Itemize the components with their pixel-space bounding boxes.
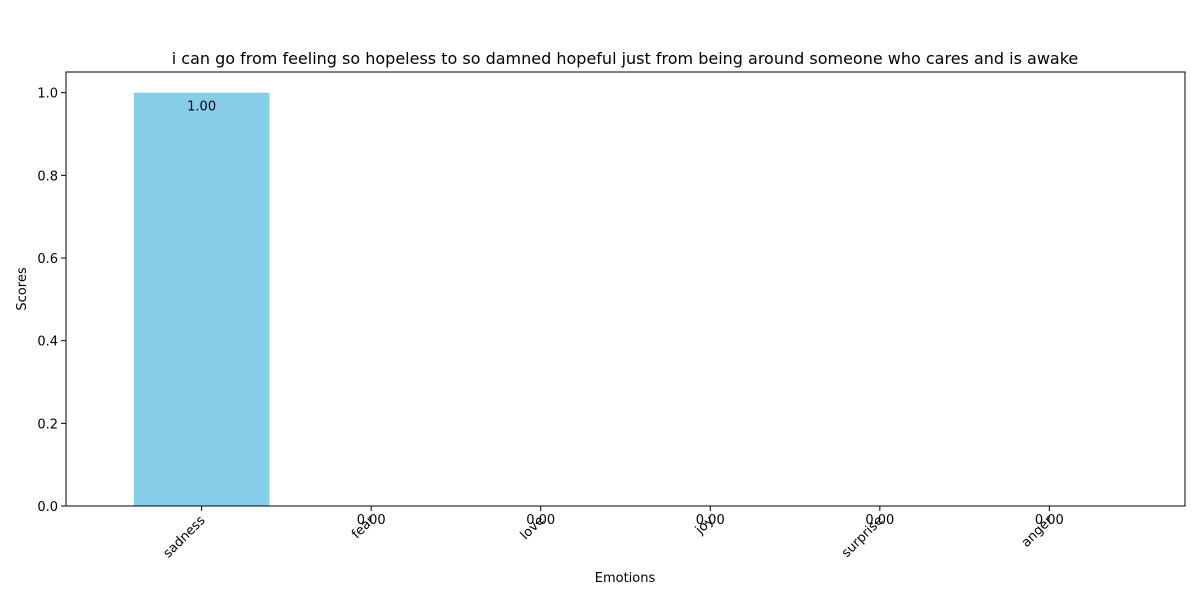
value-label-anger: 0.00 (1035, 513, 1064, 528)
y-tick-label-0.6: 0.6 (37, 252, 58, 267)
x-tick-label-sadness: sadness (161, 513, 209, 561)
value-labels-group: 1.00 0.00 0.00 0.00 0.00 0.00 (187, 100, 1064, 528)
y-tick-label-0.0: 0.0 (37, 500, 58, 515)
y-tick-label-1.0: 1.0 (37, 87, 58, 102)
chart-title: i can go from feeling so hopeless to so … (172, 49, 1079, 68)
bar-sadness (133, 92, 270, 507)
value-label-sadness: 1.00 (187, 100, 216, 115)
y-tick-label-0.8: 0.8 (37, 169, 58, 184)
value-label-joy: 0.00 (696, 513, 725, 528)
y-tick-label-0.2: 0.2 (37, 417, 58, 432)
y-tick-label-0.4: 0.4 (37, 335, 58, 350)
x-axis-label: Emotions (595, 571, 656, 586)
value-label-love: 0.00 (526, 513, 555, 528)
bars-group (133, 92, 270, 507)
value-label-fear: 0.00 (357, 513, 386, 528)
y-axis-label: Scores (15, 267, 30, 310)
y-axis: 0.0 0.2 0.4 0.6 0.8 1.0 (37, 87, 66, 515)
x-axis: sadness fear love joy surprise anger (161, 506, 1057, 561)
plot-frame (65, 71, 1186, 507)
value-label-surprise: 0.00 (865, 513, 894, 528)
